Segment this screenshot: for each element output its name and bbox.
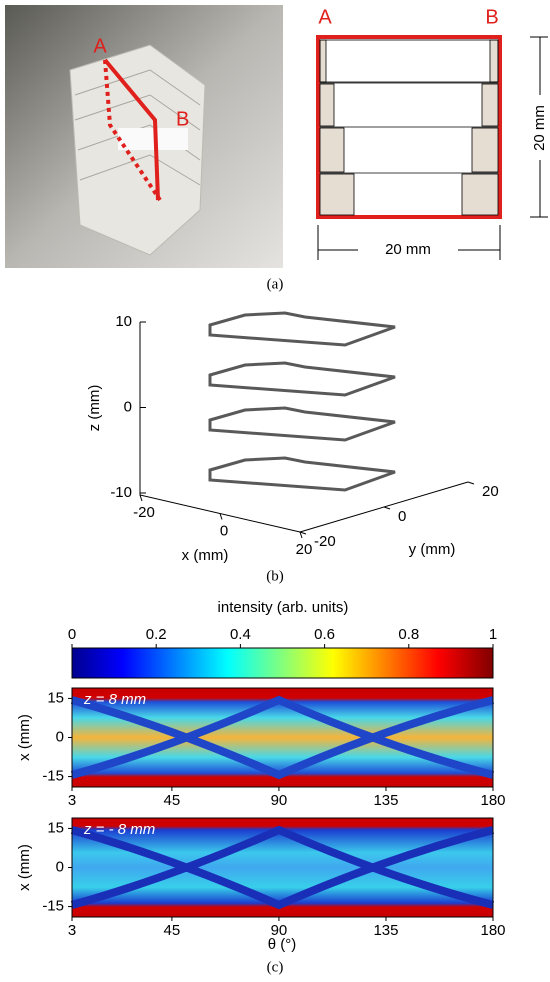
label: B — [485, 6, 498, 28]
caption: (c) — [267, 959, 284, 975]
figure: A B A B 20 mm 20 mm (a) z (mm) x (mm) y … — [0, 0, 550, 982]
caption: (b) — [266, 568, 284, 584]
colorbar-tick-label: 0 — [68, 626, 76, 643]
y-tick-label: 0 — [398, 508, 406, 525]
tick — [384, 507, 390, 509]
x-tick-label: 45 — [164, 792, 181, 809]
x-tick-label: 90 — [271, 792, 288, 809]
y-tick-label: 15 — [47, 689, 64, 706]
tick — [468, 482, 474, 484]
x-tick-label: 0 — [220, 522, 228, 539]
colorbar-title: intensity (arb. units) — [218, 599, 349, 616]
layer — [210, 458, 395, 490]
y-tick-label: -15 — [42, 898, 64, 915]
annotation: z = - 8 mm — [83, 821, 155, 838]
colorbar-tick-label: 0.6 — [314, 626, 335, 643]
y-tick-label: 20 — [482, 483, 499, 500]
axis-label: x (mm) — [16, 844, 33, 891]
axis-label: z (mm) — [86, 385, 103, 432]
y-tick-label: -20 — [314, 533, 336, 550]
cube-window — [118, 128, 188, 150]
x-tick-label: 180 — [480, 792, 505, 809]
label: B — [176, 108, 189, 130]
colorbar — [72, 648, 493, 678]
x-tick-label: 20 — [296, 541, 313, 558]
x-tick-label: 135 — [373, 792, 398, 809]
z-tick-label: -10 — [110, 484, 132, 501]
x-tick-label: 45 — [164, 922, 181, 939]
layer — [210, 363, 395, 395]
colorbar-tick-label: 0.8 — [398, 626, 419, 643]
dimension: 20 mm — [385, 241, 431, 258]
axis-label: θ (°) — [268, 936, 297, 953]
layer — [210, 408, 395, 440]
y-tick-label: 0 — [56, 858, 64, 875]
z-tick-label: 0 — [124, 398, 132, 415]
dimension: 20 mm — [531, 105, 548, 151]
axis-label: x (mm) — [16, 714, 33, 761]
y-tick-label: 15 — [47, 819, 64, 836]
x-tick-label: 3 — [68, 792, 76, 809]
annotation: z = 8 mm — [83, 691, 146, 708]
colorbar-tick-label: 0.2 — [146, 626, 167, 643]
label: A — [318, 6, 332, 28]
caption: (a) — [267, 276, 284, 292]
y-tick-label: -15 — [42, 768, 64, 785]
z-tick-label: 10 — [115, 313, 132, 330]
x-tick-label: -20 — [133, 504, 155, 521]
y-tick-label: 0 — [56, 728, 64, 745]
axis-label: y (mm) — [409, 541, 456, 558]
colorbar-tick-label: 0.4 — [230, 626, 251, 643]
colorbar-tick-label: 1 — [489, 626, 497, 643]
schematic — [318, 37, 548, 260]
x-tick-label: 135 — [373, 922, 398, 939]
plot-3d — [140, 313, 474, 538]
layer — [210, 313, 395, 345]
label: A — [93, 35, 107, 57]
x-tick-label: 180 — [480, 922, 505, 939]
axis-label: x (mm) — [182, 547, 229, 564]
x-tick-label: 3 — [68, 922, 76, 939]
